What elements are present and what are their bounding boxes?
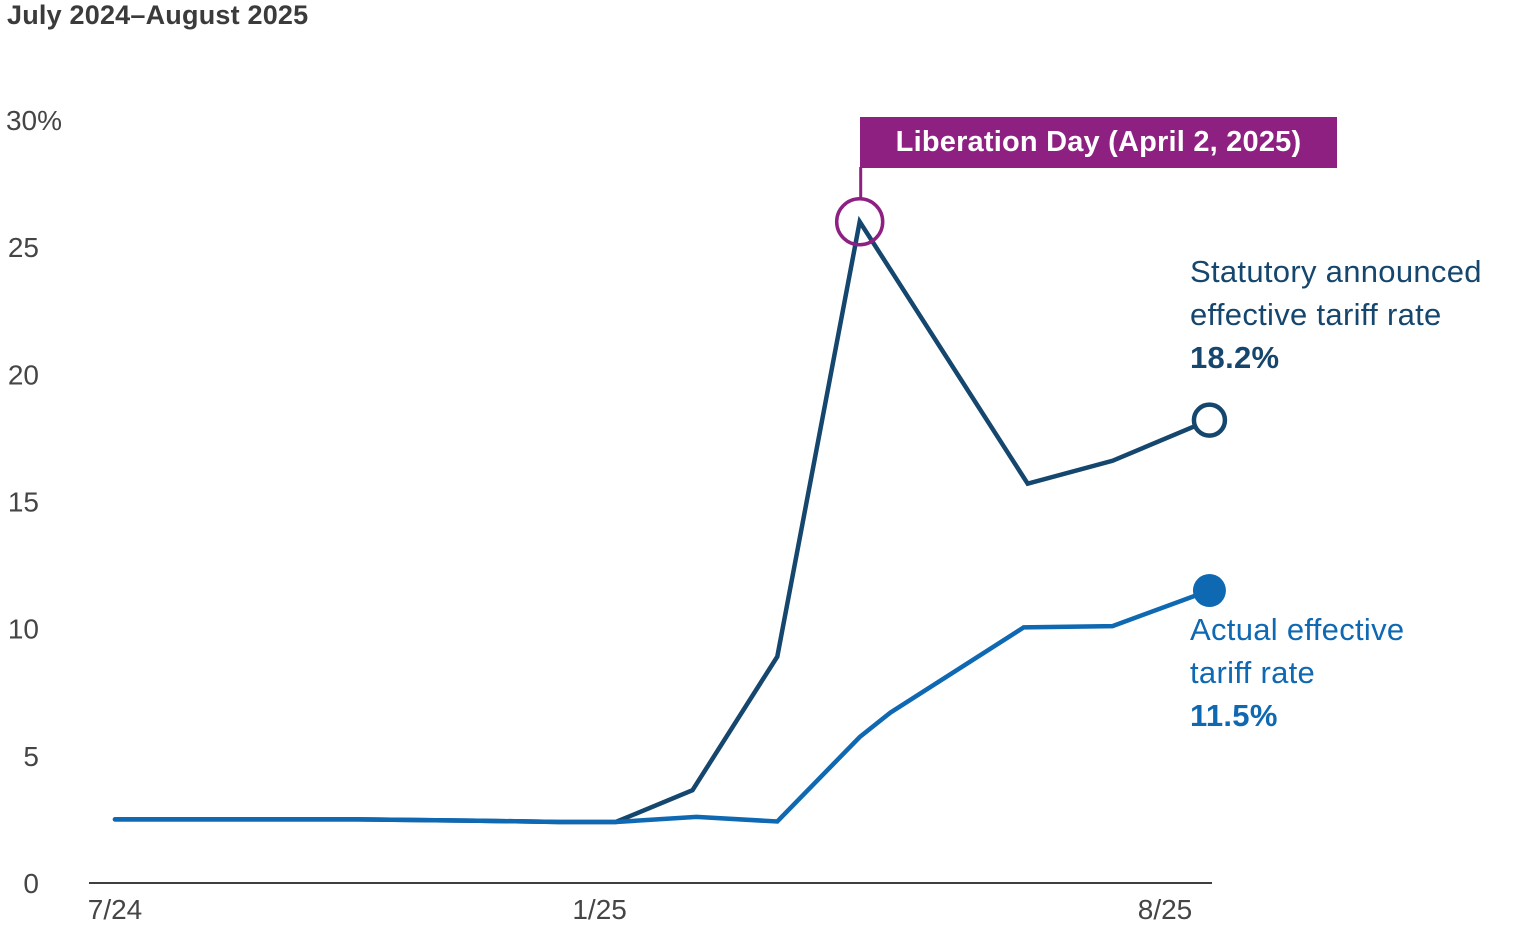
- statutory-line: [112, 215, 1212, 825]
- actual-series-label: Actual effective tariff rate 11.5%: [1190, 608, 1404, 737]
- x-tick-label-8-25: 8/25: [1138, 894, 1193, 925]
- statutory-series-value: 18.2%: [1190, 340, 1280, 375]
- liberation-day-annotation: Liberation Day (April 2, 2025): [860, 117, 1337, 168]
- actual-series-label-line2: tariff rate: [1190, 655, 1316, 690]
- actual-series-label-line1: Actual effective: [1190, 612, 1405, 647]
- statutory-series-label-line1: Statutory announced: [1190, 254, 1482, 289]
- actual-line: [112, 588, 1212, 825]
- x-tick-label-7-24: 7/24: [88, 894, 143, 925]
- y-tick-label-25: 25: [8, 232, 39, 263]
- statutory-end-marker: [1191, 402, 1228, 438]
- y-tick-label-10: 10: [8, 614, 39, 645]
- actual-end-marker: [1192, 574, 1226, 608]
- peak-annotation-circle: [834, 196, 885, 247]
- x-tick-label-1-25: 1/25: [572, 894, 627, 925]
- statutory-series-label-line2: effective tariff rate: [1190, 297, 1442, 332]
- actual-series-value: 11.5%: [1190, 698, 1278, 733]
- y-tick-label-20: 20: [8, 359, 39, 390]
- y-tick-label-15: 15: [8, 487, 39, 518]
- y-tick-label-0: 0: [23, 868, 39, 899]
- y-tick-label-5: 5: [23, 741, 39, 772]
- y-tick-label-30: 30%: [6, 105, 62, 136]
- liberation-day-annotation-label: Liberation Day (April 2, 2025): [895, 126, 1302, 158]
- statutory-series-label: Statutory announced effective tariff rat…: [1190, 250, 1482, 379]
- chart-title: July 2024–August 2025: [7, 0, 309, 30]
